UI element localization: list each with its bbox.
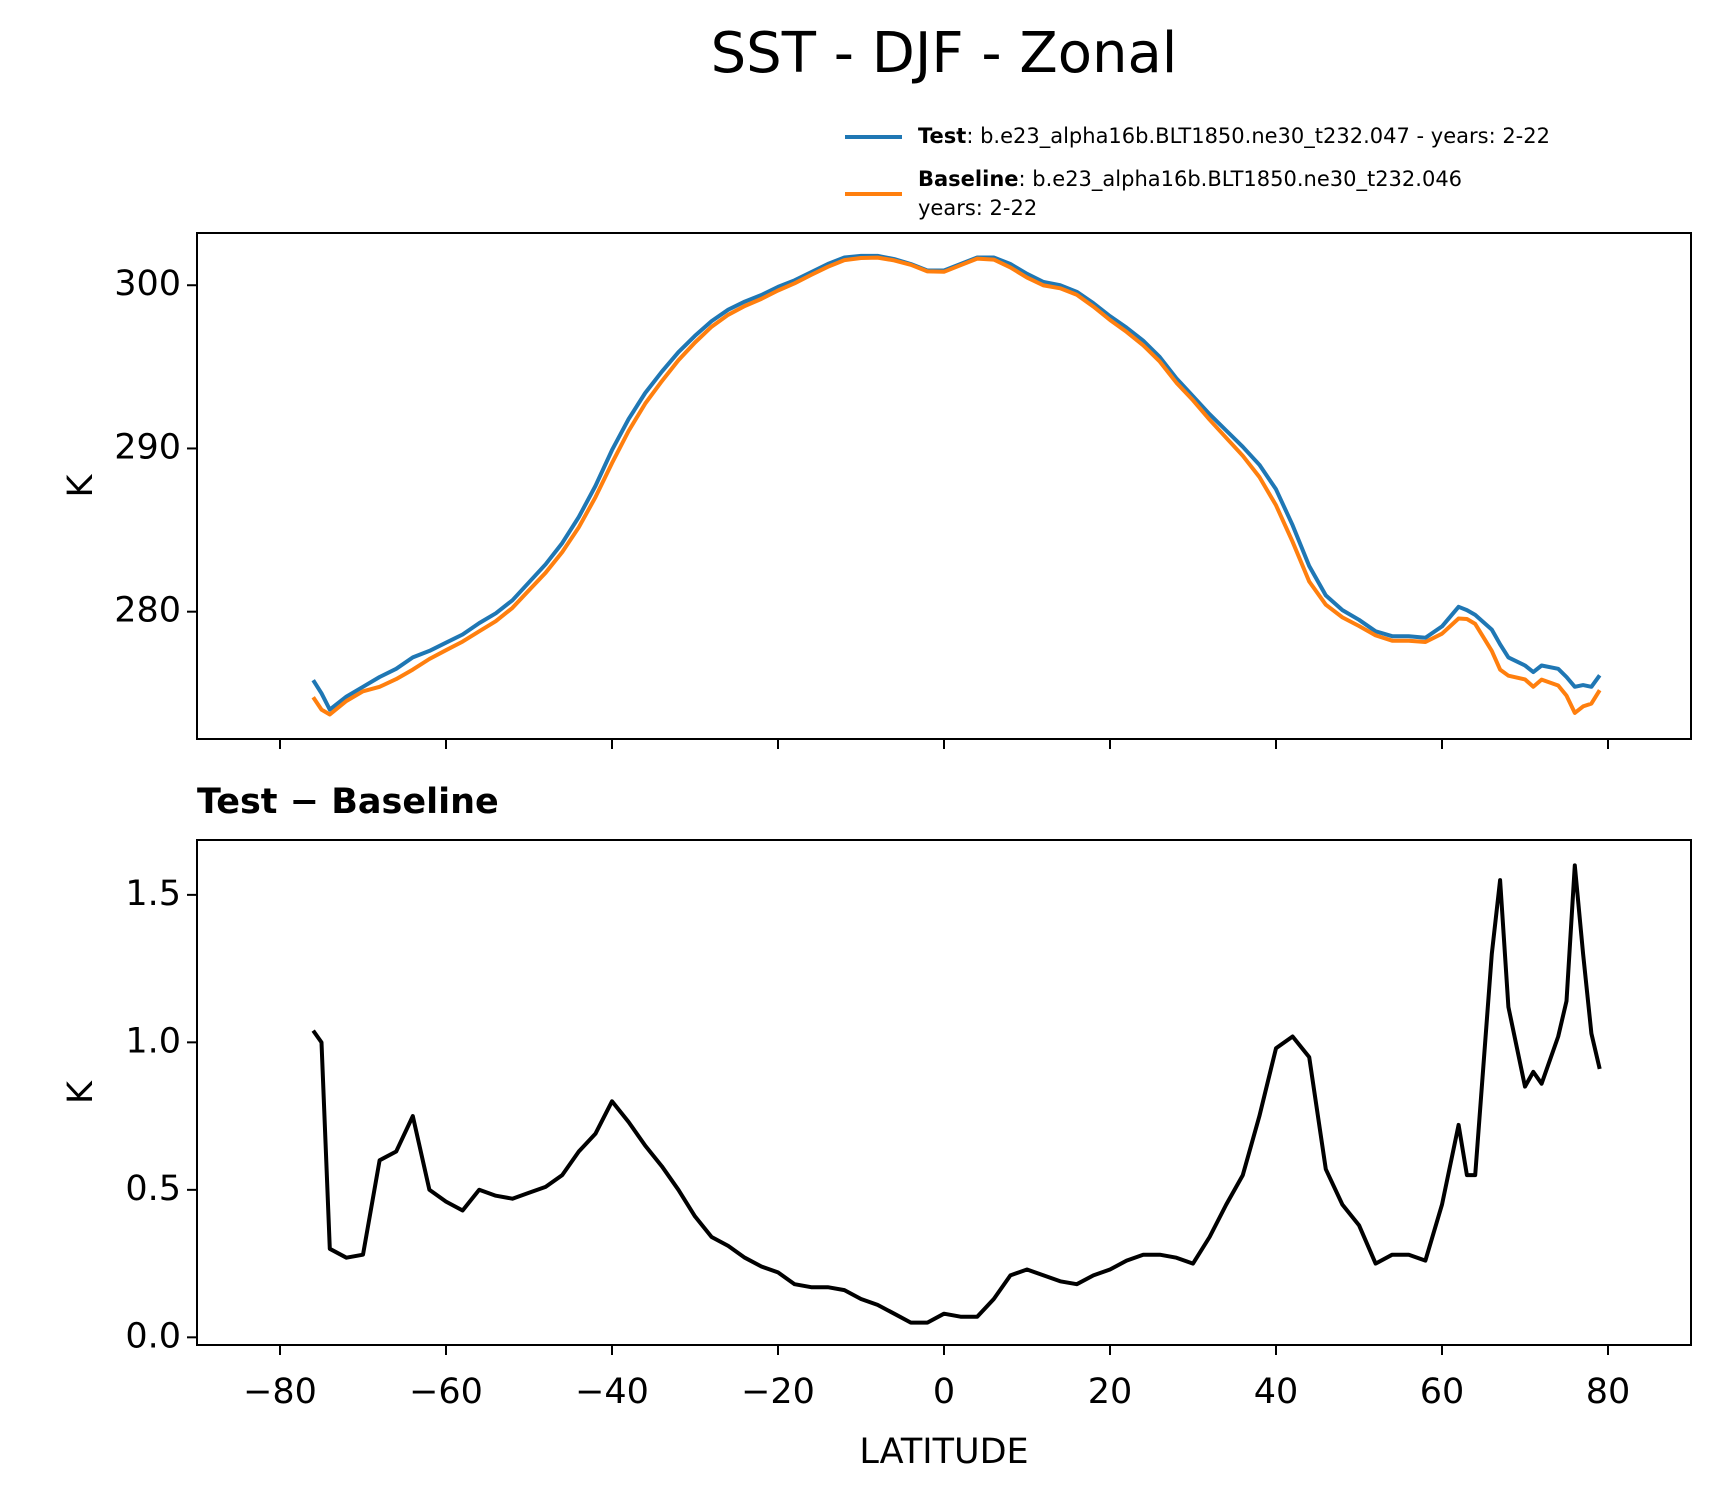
y-tick-label: 0.5 xyxy=(125,1169,181,1209)
y-tick-label: 300 xyxy=(114,264,181,304)
legend-case: years: 2-22 xyxy=(918,196,1037,220)
x-tick-label: 20 xyxy=(1088,1372,1133,1412)
x-tick-label: −80 xyxy=(243,1372,317,1412)
x-axis-label: LATITUDE xyxy=(859,1432,1028,1472)
legend-series-name: Test xyxy=(918,124,966,148)
x-tick-label: −40 xyxy=(575,1372,649,1412)
series-line xyxy=(311,255,1602,717)
x-tick-label: 60 xyxy=(1420,1372,1465,1412)
y-axis-label: K xyxy=(61,473,101,497)
y-axis-label: K xyxy=(61,1080,101,1104)
y-tick-label: 1.0 xyxy=(125,1021,181,1061)
x-tick-label: −20 xyxy=(741,1372,815,1412)
legend-case: : b.e23_alpha16b.BLT1850.ne30_t232.047 -… xyxy=(966,124,1550,149)
y-tick-label: 290 xyxy=(114,427,181,467)
y-tick-label: 0.0 xyxy=(125,1316,181,1356)
series-line xyxy=(311,253,1602,712)
figure-title: SST - DJF - Zonal xyxy=(711,21,1178,86)
legend-label: Test: b.e23_alpha16b.BLT1850.ne30_t232.0… xyxy=(918,124,1550,149)
x-tick-label: 80 xyxy=(1586,1372,1631,1412)
legend-label: Baseline: b.e23_alpha16b.BLT1850.ne30_t2… xyxy=(918,167,1462,220)
axes-frame xyxy=(196,232,1692,740)
axes-frame xyxy=(196,839,1692,1346)
legend-series-name: Baseline xyxy=(918,167,1019,191)
y-tick-label: 280 xyxy=(114,591,181,631)
series-line xyxy=(311,863,1602,1325)
x-tick-label: 40 xyxy=(1254,1372,1299,1412)
x-tick-label: 0 xyxy=(933,1372,955,1412)
legend-case: : b.e23_alpha16b.BLT1850.ne30_t232.046 xyxy=(1019,167,1463,192)
y-tick-label: 1.5 xyxy=(125,874,181,914)
axes-title: Test − Baseline xyxy=(197,782,499,822)
x-tick-label: −60 xyxy=(409,1372,483,1412)
